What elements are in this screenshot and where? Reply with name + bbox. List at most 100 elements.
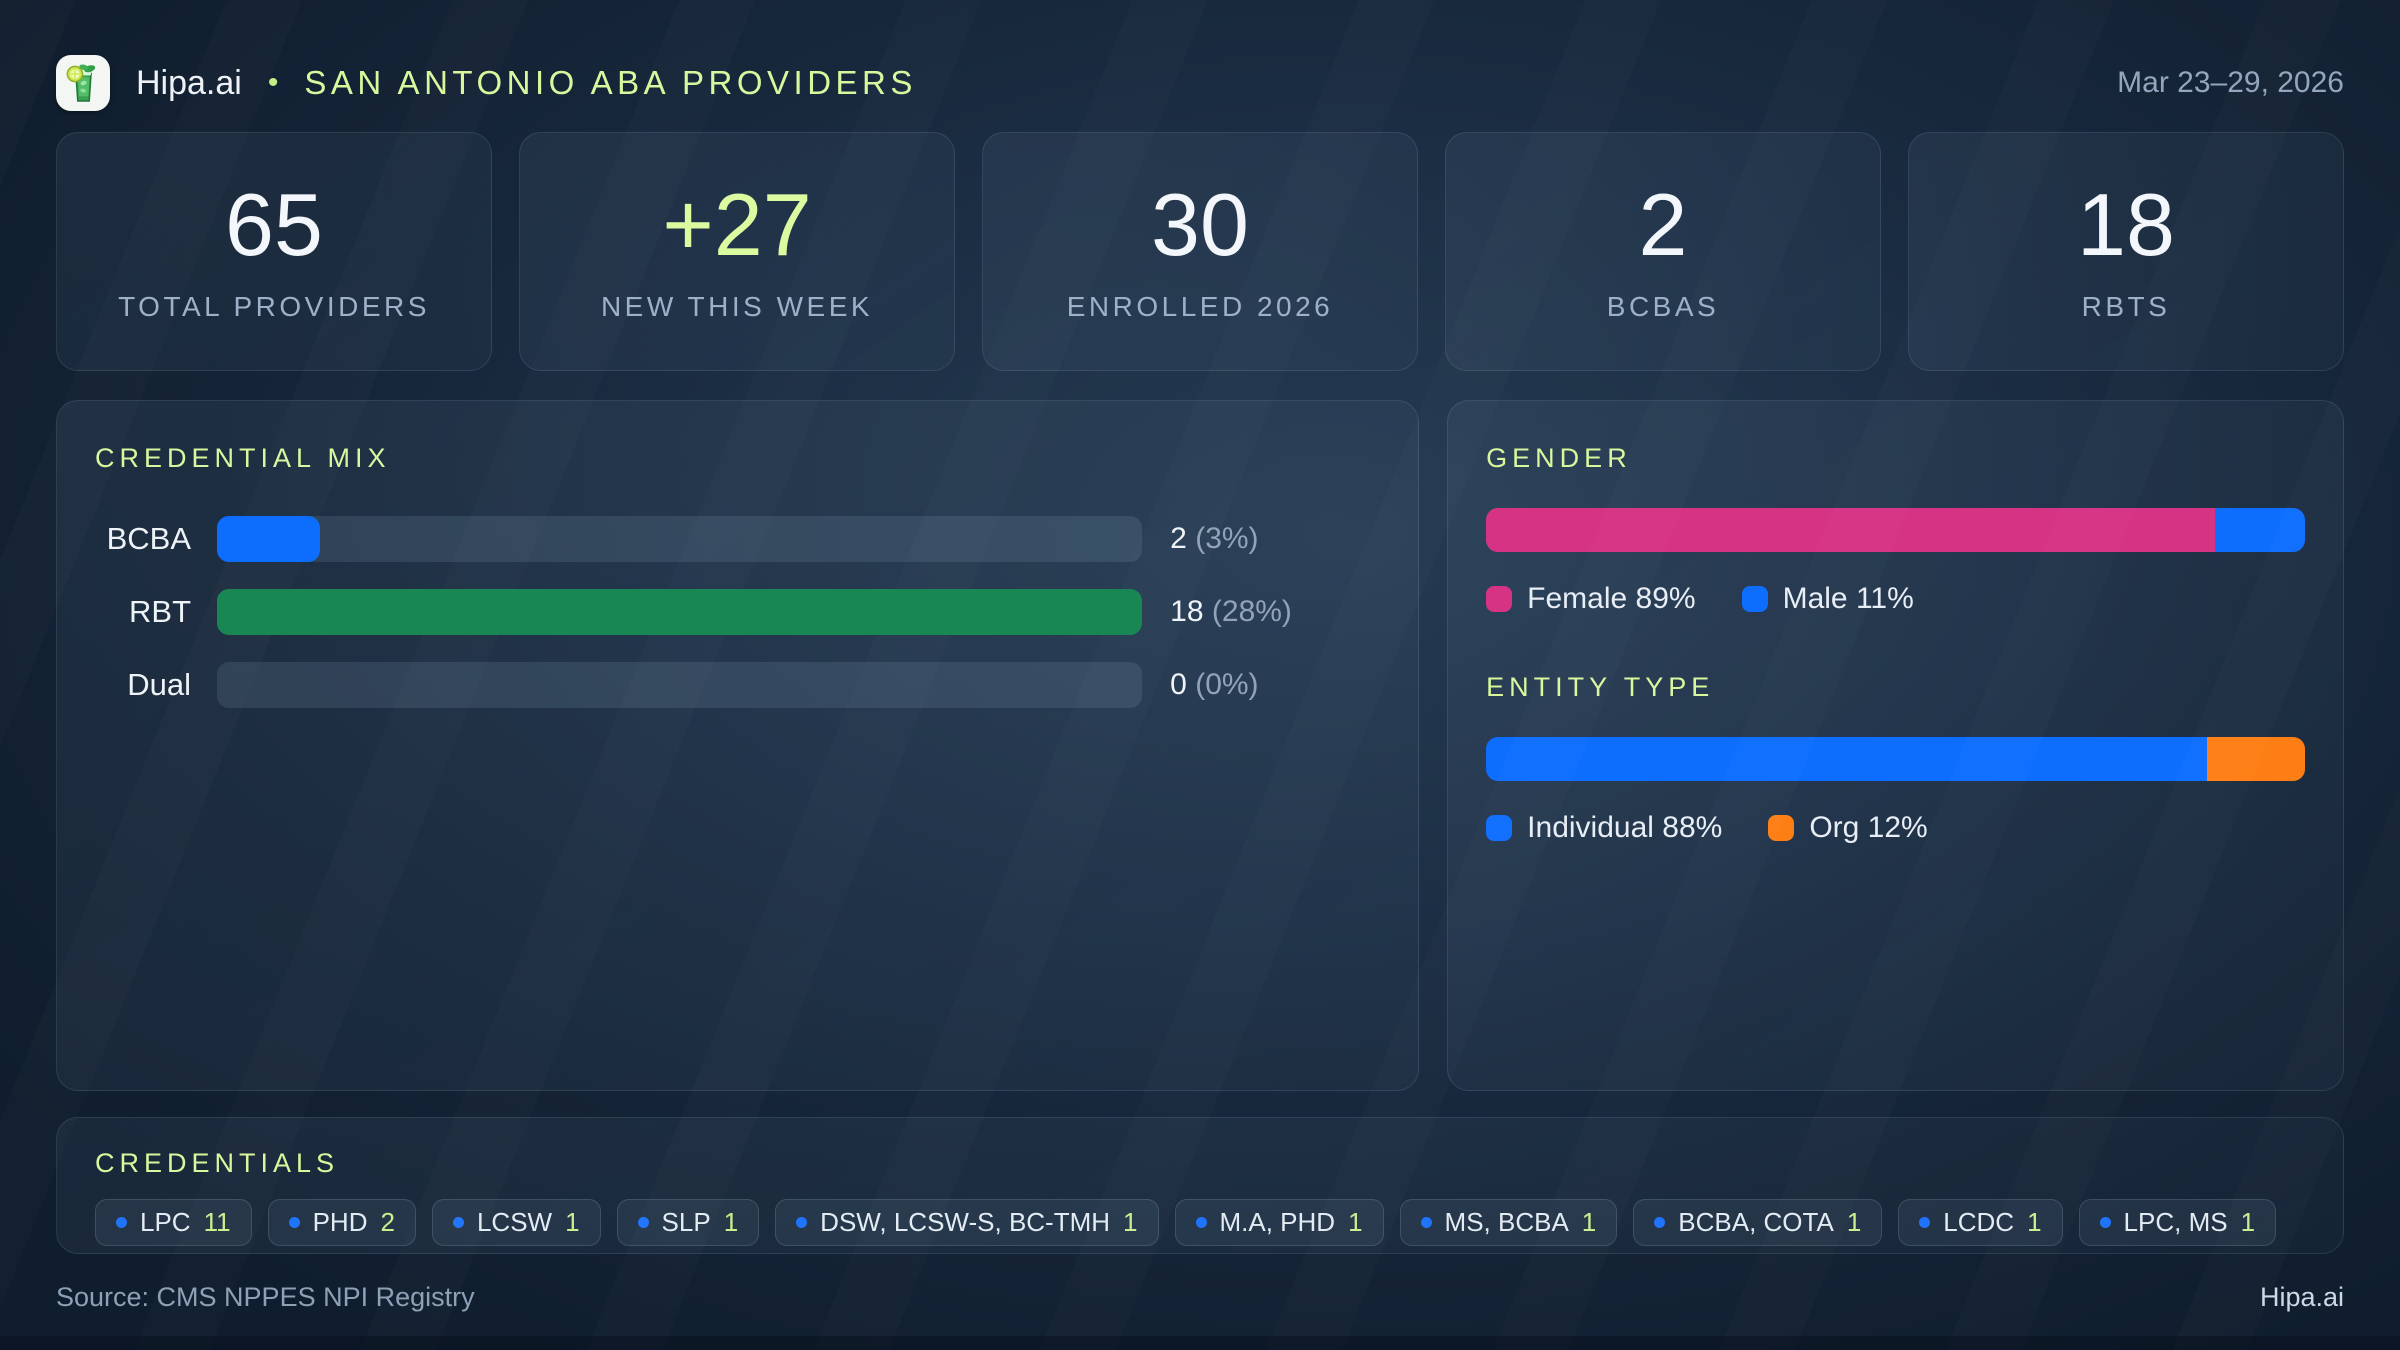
chip-dot-icon <box>1919 1217 1931 1228</box>
chip-dot-icon <box>2099 1217 2111 1228</box>
chip-count: 1 <box>1123 1207 1138 1237</box>
gender-segment-female <box>1486 508 2215 552</box>
demographics-panel: GENDER Female 89% Male 11% ENTITY TYPE <box>1447 400 2344 1091</box>
female-swatch-icon <box>1486 586 1513 612</box>
chip-dot-icon <box>1420 1217 1432 1228</box>
chip-label: LCDC <box>1943 1207 2015 1237</box>
date-range: Mar 23–29, 2026 <box>2117 66 2344 99</box>
credential-chip: LCSW 1 <box>431 1199 601 1246</box>
chip-count: 1 <box>1846 1207 1862 1237</box>
stat-label: BCBAS <box>1606 290 1720 322</box>
app-logo <box>56 55 110 111</box>
bar-count: 0 <box>1170 668 1187 701</box>
legend-item-individual: Individual 88% <box>1486 811 1722 845</box>
chip-dot-icon <box>1654 1217 1666 1228</box>
stats-row: 65 TOTAL PROVIDERS +27 NEW THIS WEEK 30 … <box>0 132 2400 371</box>
stat-value: 65 <box>225 174 323 274</box>
legend-label: Female 89% <box>1527 582 1696 615</box>
chip-label: BCBA, COTA <box>1678 1207 1834 1237</box>
bar-percent: (28%) <box>1211 595 1292 628</box>
gender-stacked-bar <box>1486 508 2305 552</box>
chip-dot-icon <box>116 1217 127 1228</box>
stat-label: NEW THIS WEEK <box>600 290 874 322</box>
bar-fill <box>217 589 1143 635</box>
stat-card-new-this-week: +27 NEW THIS WEEK <box>519 132 955 371</box>
chip-dot-icon <box>1195 1217 1207 1228</box>
chip-count: 1 <box>723 1207 739 1237</box>
legend-item-female: Female 89% <box>1486 582 1696 616</box>
stat-card-enrolled-2026: 30 ENROLLED 2026 <box>982 132 1418 371</box>
footer: Source: CMS NPPES NPI Registry Hipa.ai <box>0 1282 2400 1313</box>
gender-title: GENDER <box>1486 443 1632 473</box>
chip-label: LPC <box>140 1207 191 1237</box>
bar-row-rbt: RBT 18 (28%) <box>95 589 1380 635</box>
chip-label: LPC, MS <box>2123 1207 2228 1237</box>
bar-label: BCBA <box>106 521 191 556</box>
chip-count: 1 <box>1348 1207 1363 1237</box>
legend-label: Org 12% <box>1809 811 1928 844</box>
male-swatch-icon <box>1741 586 1768 612</box>
stat-card-bcbas: 2 BCBAS <box>1445 132 1881 371</box>
stat-card-total-providers: 65 TOTAL PROVIDERS <box>56 132 492 371</box>
chip-count: 11 <box>203 1207 231 1237</box>
bar-percent: (3%) <box>1195 522 1259 555</box>
credential-chip: PHD 2 <box>267 1199 416 1246</box>
credential-chip: M.A, PHD 1 <box>1174 1199 1384 1246</box>
footer-brand: Hipa.ai <box>2259 1282 2344 1312</box>
legend-label: Individual 88% <box>1527 811 1723 844</box>
chip-dot-icon <box>796 1217 808 1228</box>
chip-label: DSW, LCSW-S, BC-TMH <box>820 1207 1111 1237</box>
credential-mix-title: CREDENTIAL MIX <box>95 443 391 473</box>
entity-segment-individual <box>1486 737 2207 781</box>
legend-item-org: Org 12% <box>1768 811 1928 845</box>
stat-label: RBTS <box>2081 290 2171 322</box>
main-content: CREDENTIAL MIX BCBA 2 (3%) RBT <box>0 400 2400 1091</box>
chip-dot-icon <box>288 1217 300 1228</box>
credential-chip: SLP 1 <box>616 1199 760 1246</box>
credential-chip: DSW, LCSW-S, BC-TMH 1 <box>775 1199 1159 1246</box>
individual-swatch-icon <box>1486 815 1513 841</box>
chip-label: M.A, PHD <box>1219 1207 1336 1237</box>
chip-label: SLP <box>661 1207 711 1237</box>
bar-track <box>217 662 1143 708</box>
credential-chip: LCDC 1 <box>1898 1199 2063 1246</box>
stat-label: ENROLLED 2026 <box>1066 290 1334 322</box>
bar-value: 18 (28%) <box>1142 595 1380 629</box>
stat-label: TOTAL PROVIDERS <box>118 290 430 322</box>
chip-count: 1 <box>2027 1207 2042 1237</box>
chip-count: 1 <box>2240 1207 2256 1237</box>
stat-value: 2 <box>1638 174 1688 274</box>
gender-segment-male <box>2214 508 2305 552</box>
bar-label: Dual <box>127 667 191 702</box>
header: Hipa.ai • SAN ANTONIO ABA PROVIDERS Mar … <box>0 0 2400 132</box>
entity-type-title: ENTITY TYPE <box>1486 672 1715 702</box>
legend-label: Male 11% <box>1782 582 1914 615</box>
entity-type-legend: Individual 88% Org 12% <box>1486 811 2305 845</box>
mojito-glass-icon <box>66 64 96 102</box>
credentials-title: CREDENTIALS <box>95 1148 340 1178</box>
stat-card-rbts: 18 RBTS <box>1908 132 2344 371</box>
stat-value: 30 <box>1151 174 1249 274</box>
chip-label: MS, BCBA <box>1444 1207 1569 1237</box>
chip-dot-icon <box>637 1217 649 1228</box>
separator-dot-icon: • <box>267 66 279 99</box>
bar-row-bcba: BCBA 2 (3%) <box>95 516 1380 562</box>
page-title: SAN ANTONIO ABA PROVIDERS <box>304 64 917 101</box>
entity-type-stacked-bar <box>1486 737 2305 781</box>
credential-chip: MS, BCBA 1 <box>1399 1199 1618 1246</box>
bar-percent: (0%) <box>1195 668 1259 701</box>
chip-count: 2 <box>380 1207 395 1237</box>
bar-row-dual: Dual 0 (0%) <box>95 662 1380 708</box>
credential-chip: LPC, MS 1 <box>2078 1199 2277 1246</box>
credentials-panel: CREDENTIALS LPC 11 PHD 2 LCSW 1 SLP 1 <box>56 1117 2344 1254</box>
credential-mix-panel: CREDENTIAL MIX BCBA 2 (3%) RBT <box>56 400 1420 1091</box>
bar-count: 2 <box>1170 522 1187 555</box>
source-attribution: Source: CMS NPPES NPI Registry <box>56 1282 475 1312</box>
chip-label: PHD <box>312 1207 368 1237</box>
gender-legend: Female 89% Male 11% <box>1486 582 2305 616</box>
credential-chip: LPC 11 <box>95 1199 252 1246</box>
chip-count: 1 <box>565 1207 580 1237</box>
bar-track <box>217 589 1143 635</box>
brand-name: Hipa.ai <box>136 63 242 102</box>
